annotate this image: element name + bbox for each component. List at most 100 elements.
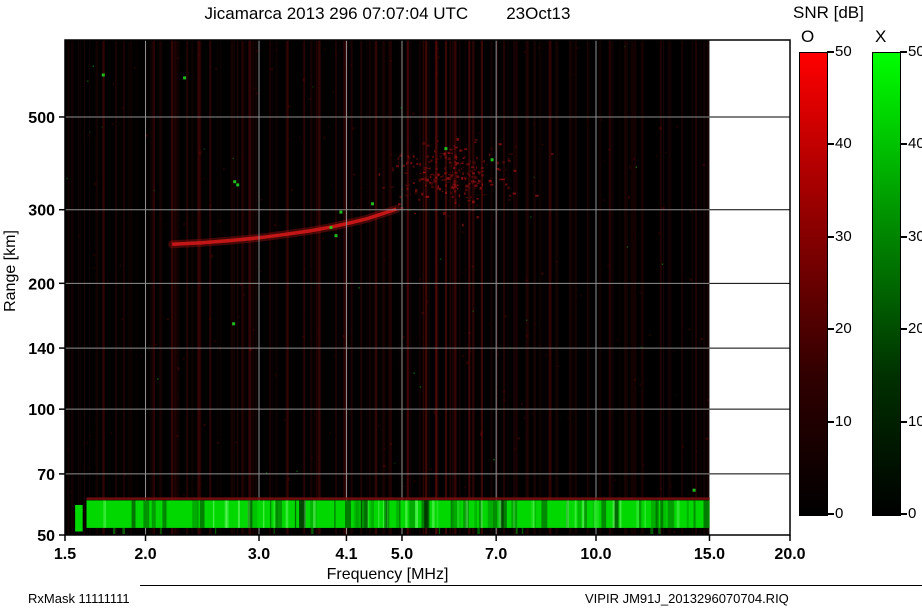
x-tick-label: 4.1 <box>335 546 357 563</box>
x-scale-tick-mark <box>900 513 907 515</box>
rfi-stripe <box>444 40 448 535</box>
x-scale-tick-mark <box>900 51 907 53</box>
green-speckle <box>232 322 236 326</box>
green-speckle <box>329 226 333 229</box>
rfi-stripe <box>525 40 528 535</box>
x-scale-tick-label: 10 <box>908 412 922 430</box>
ground-echo-band <box>86 500 710 528</box>
x-scale-tick-label: 0 <box>908 505 917 522</box>
rfi-stripe <box>389 40 392 535</box>
noise-layer <box>66 40 710 535</box>
o-scale-tick-label: 20 <box>835 320 852 338</box>
x-tick-label: 20.0 <box>774 546 805 563</box>
x-tick-label: 3.0 <box>248 546 270 563</box>
y-tick-label: 200 <box>28 276 55 293</box>
ground-echo-layer <box>66 45 710 534</box>
x-tick-label: 10.0 <box>580 546 611 563</box>
o-mode-label: O <box>801 27 815 46</box>
rfi-stripe <box>695 40 698 535</box>
green-speckle <box>233 180 237 184</box>
rfi-stripe <box>503 40 506 535</box>
x-scale-tick-label: 20 <box>908 320 922 338</box>
rfi-stripe <box>435 40 438 535</box>
y-tick-label: 70 <box>37 467 55 484</box>
band-top-red-line <box>86 497 710 500</box>
y-tick-label: 50 <box>37 528 55 545</box>
plot-title: Jicamarca 2013 296 07:07:04 UTC <box>204 4 469 23</box>
x-tick-label: 2.0 <box>134 546 156 563</box>
green-speckle <box>183 76 187 80</box>
rfi-stripe <box>681 40 684 535</box>
green-speckle <box>692 488 696 492</box>
o-scale-tick-label: 10 <box>835 412 852 430</box>
o-scale-tick-mark <box>827 513 834 515</box>
rfi-stripe <box>102 40 105 535</box>
rfi-stripe <box>425 40 428 535</box>
o-scale-tick-label: 30 <box>835 227 852 245</box>
y-axis-title: Range [km] <box>2 230 19 312</box>
snr-colorbar-title: SNR [dB] <box>793 3 864 22</box>
rfi-stripe <box>360 40 363 535</box>
rfi-stripe <box>574 40 577 535</box>
rfi-stripe <box>608 40 611 535</box>
plot-title-row: Jicamarca 2013 296 07:07:04 UTC 23Oct13 <box>65 4 710 24</box>
x-scale-tick-mark <box>900 143 907 146</box>
y-tick-label: 140 <box>28 341 55 358</box>
green-speckle <box>444 147 448 151</box>
x-mode-colorbar <box>872 52 901 516</box>
green-speckle <box>101 73 105 77</box>
rfi-stripe <box>230 40 233 535</box>
x-tick-label: 7.0 <box>485 546 507 563</box>
o-scale-tick-mark <box>827 420 834 423</box>
data-background <box>65 40 710 535</box>
x-axis-title: Frequency [MHz] <box>326 566 449 583</box>
o-scale-tick-label: 0 <box>835 505 844 522</box>
o-scale-tick-label: 50 <box>835 43 852 60</box>
x-tick-label: 15.0 <box>694 546 725 563</box>
x-scale-tick-mark <box>900 328 907 331</box>
rfi-stripe <box>152 40 155 535</box>
rfi-stripe <box>480 40 483 535</box>
x-scale-tick-label: 30 <box>908 227 922 245</box>
green-speckle <box>490 158 494 162</box>
rfi-stripe <box>248 40 251 535</box>
x-scale-tick-mark <box>900 420 907 423</box>
rfi-stripe <box>302 40 305 535</box>
y-tick-label: 300 <box>28 203 55 220</box>
rfi-stripe <box>634 40 637 535</box>
y-tick-label: 100 <box>28 402 55 419</box>
f-layer-trace <box>172 207 397 247</box>
o-mode-colorbar <box>799 52 828 516</box>
rfi-stripe <box>549 40 552 535</box>
rfi-stripe <box>318 40 321 535</box>
o-scale-tick-mark <box>827 143 834 146</box>
x-scale-tick-label: 40 <box>908 135 922 153</box>
green-speckle <box>334 234 338 238</box>
rfi-stripe <box>186 40 189 535</box>
x-tick-label: 5.0 <box>391 546 413 563</box>
x-tick-label: 1.5 <box>54 546 76 563</box>
x-scale-tick-label: 50 <box>908 43 922 60</box>
rfi-stripe <box>269 40 272 535</box>
rfi-stripe <box>286 40 289 535</box>
plot-frame <box>64 39 791 536</box>
rfi-stripe <box>171 40 174 535</box>
rfi-stripe <box>406 40 409 535</box>
rfi-stripe <box>374 40 377 535</box>
rxmask-text: RxMask 11111111 <box>28 591 130 606</box>
green-speckle <box>339 210 343 214</box>
o-scale-tick-label: 40 <box>835 135 852 153</box>
rfi-stripe <box>454 40 457 535</box>
footer-divider <box>140 585 922 586</box>
o-scale-tick-mark <box>827 235 834 238</box>
x-mode-label: X <box>875 27 887 46</box>
o-scale-tick-mark <box>827 328 834 331</box>
rfi-stripe <box>467 40 471 535</box>
ground-band-lead <box>75 505 83 532</box>
green-speckle <box>236 183 240 187</box>
rfi-stripe <box>659 40 662 535</box>
plot-date: 23Oct13 <box>506 4 571 23</box>
data-file-text: VIPIR JM91J_2013296070704.RIQ <box>585 591 789 606</box>
